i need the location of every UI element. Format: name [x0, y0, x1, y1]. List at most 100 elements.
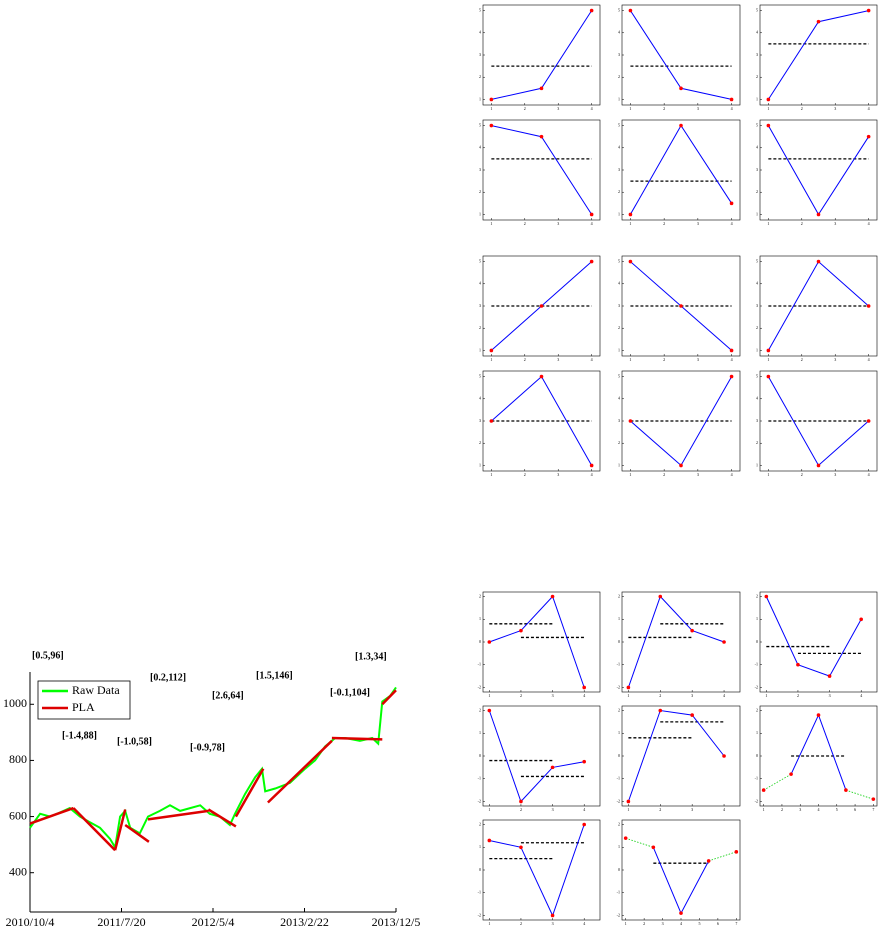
series-line: [652, 847, 710, 915]
y-tick-label: 2: [756, 440, 758, 445]
x-tick-label: 3: [697, 106, 699, 111]
x-tick-label: 3: [691, 693, 693, 698]
x-tick-label: 4: [868, 357, 870, 362]
y-tick-label: 2: [618, 189, 620, 194]
x-tick-label: 1: [627, 693, 629, 698]
y-tick-label: 1: [618, 96, 620, 101]
x-tick-label: 4: [731, 106, 733, 111]
x-tick-label: 1: [488, 921, 490, 926]
x-tick-label: 1: [490, 357, 492, 362]
x-tick-label: 4: [860, 693, 862, 698]
x-tick-label: 4: [868, 106, 870, 111]
x-tick-label: 3: [834, 357, 836, 362]
series-line: [629, 124, 733, 215]
point: [866, 419, 871, 423]
end-line: [625, 837, 737, 862]
point: [816, 212, 821, 217]
x-tick-label: 2: [524, 106, 526, 111]
y-tick-label: 4: [479, 145, 481, 150]
point: [489, 123, 494, 128]
x-tick-label: 2013/2/22: [280, 915, 329, 929]
x-tick-label: 3: [799, 807, 801, 812]
x-tick-label: 1: [763, 807, 765, 812]
x-tick-label: 2: [659, 807, 661, 812]
x-tick-label: 2010/10/4: [6, 915, 55, 929]
y-tick-label: 1: [479, 730, 481, 735]
point: [796, 662, 800, 667]
x-tick-label: 3: [552, 921, 554, 926]
y-tick-label: 3: [479, 418, 481, 423]
point: [582, 759, 586, 764]
y-tick-label: 3: [756, 303, 758, 308]
y-tick-label: 2: [479, 189, 481, 194]
point: [626, 685, 631, 690]
x-tick-label: 4: [591, 357, 593, 362]
y-tick-label: 2: [618, 440, 620, 445]
x-tick-label: 2: [643, 921, 645, 926]
y-tick-label: -2: [478, 684, 481, 689]
point: [582, 685, 586, 690]
x-tick-label: 3: [557, 357, 559, 362]
x-tick-label: 1: [488, 693, 490, 698]
x-tick-label: 4: [591, 106, 593, 111]
annotation: [-0.9,78]: [190, 742, 225, 753]
y-tick-label: 5: [756, 373, 758, 378]
point: [729, 97, 734, 102]
x-tick-label: 3: [557, 221, 559, 226]
y-tick-label: 1: [618, 616, 620, 621]
y-tick-label: 1: [756, 347, 758, 352]
annotation: [-0.1,104]: [330, 687, 370, 698]
y-tick-label: 1: [756, 96, 758, 101]
point: [623, 836, 628, 840]
y-tick-label: -1: [617, 662, 620, 667]
y-tick-label: 2: [479, 593, 481, 598]
y-tick-label: 5: [618, 7, 620, 12]
y-tick-label: 5: [618, 373, 620, 378]
series-line: [489, 824, 585, 917]
x-tick-label: 1: [767, 106, 769, 111]
y-tick-label: 4: [479, 281, 481, 286]
x-tick-label: 2: [524, 472, 526, 477]
y-tick-label: 4: [618, 281, 620, 286]
y-tick-label: -2: [617, 684, 620, 689]
y-tick-label: 0: [618, 639, 620, 644]
x-tick-label: 4: [723, 693, 725, 698]
y-tick-label: 2: [756, 707, 758, 712]
annotation: [-1.0,58]: [117, 736, 152, 747]
point: [766, 123, 771, 128]
x-tick-label: 2: [520, 921, 522, 926]
y-tick-label: 4: [618, 145, 620, 150]
point: [651, 845, 656, 850]
x-tick-label: 1: [627, 807, 629, 812]
y-tick-label: -2: [617, 912, 620, 917]
series-line: [29, 689, 397, 852]
series-line: [491, 10, 593, 100]
y-tick-label: 0: [756, 639, 758, 644]
y-tick-label: 3: [618, 418, 620, 423]
x-tick-label: 1: [767, 472, 769, 477]
x-tick-label: 1: [629, 357, 631, 362]
y-tick-label: 4: [756, 396, 758, 401]
y-tick-label: 5: [756, 258, 758, 263]
y-tick-label: -1: [478, 776, 481, 781]
series-line: [489, 595, 585, 688]
y-tick-label: 2: [618, 593, 620, 598]
y-tick-label: 1: [479, 616, 481, 621]
y-tick-label: 1: [618, 730, 620, 735]
x-tick-label: 4: [731, 221, 733, 226]
x-tick-label: 5: [698, 921, 700, 926]
x-tick-label: 4: [868, 472, 870, 477]
y-tick-label: 2: [618, 821, 620, 826]
annotation: [2.6,64]: [212, 690, 244, 701]
point: [628, 259, 633, 264]
x-tick-label: 4: [723, 807, 725, 812]
point: [866, 304, 871, 308]
point: [589, 212, 594, 217]
point: [589, 259, 594, 264]
x-tick-label: 2: [801, 221, 803, 226]
x-tick-label: 2: [663, 357, 665, 362]
point: [722, 640, 726, 644]
y-tick-label: -2: [478, 912, 481, 917]
y-tick-label: 1: [479, 211, 481, 216]
point: [539, 304, 544, 308]
